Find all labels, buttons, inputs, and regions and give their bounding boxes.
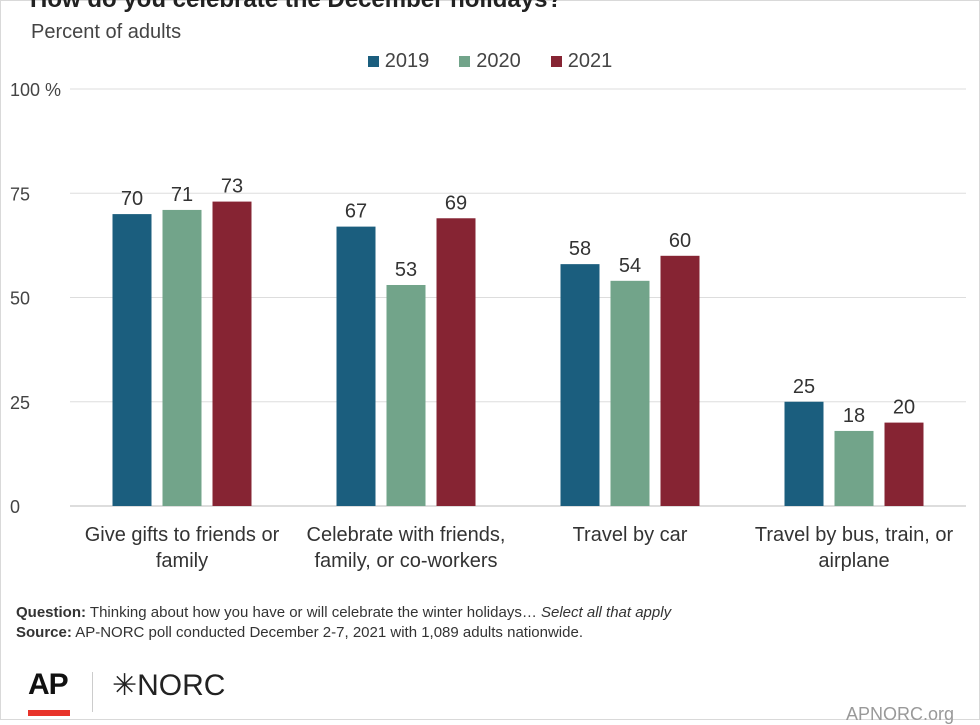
bar-3-2021 bbox=[884, 422, 924, 506]
data-label-2-2021: 60 bbox=[669, 230, 691, 252]
data-label-2-2020: 54 bbox=[619, 255, 641, 277]
chart-title: How do you celebrate the December holida… bbox=[30, 0, 562, 14]
bar-1-2019 bbox=[336, 226, 376, 507]
y-tick-label-0: 0 bbox=[10, 497, 20, 517]
data-label-1-2019: 67 bbox=[345, 201, 367, 223]
bar-0-2019 bbox=[112, 214, 152, 506]
legend-item-2021: 2021 bbox=[550, 50, 613, 73]
data-label-0-2020: 71 bbox=[171, 184, 193, 206]
site-url: APNORC.org bbox=[846, 704, 955, 724]
data-label-3-2021: 20 bbox=[893, 397, 915, 419]
bar-3-2020 bbox=[834, 430, 874, 506]
legend-label-2020: 2020 bbox=[476, 50, 521, 72]
data-label-2-2019: 58 bbox=[569, 238, 591, 260]
question-label: Question: bbox=[16, 604, 86, 621]
bar-3-2019 bbox=[784, 401, 824, 506]
y-tick-label-25: 25 bbox=[10, 393, 30, 413]
norc-logo: ✳NORC bbox=[112, 669, 226, 702]
bar-2-2021 bbox=[660, 255, 700, 506]
y-tick-label-75: 75 bbox=[10, 184, 30, 204]
category-label-1-line-1: family, or co-workers bbox=[315, 550, 498, 572]
bar-0-2021 bbox=[212, 201, 252, 506]
bar-2-2020 bbox=[610, 280, 650, 506]
logo-divider bbox=[92, 672, 93, 712]
ap-logo-text: AP bbox=[28, 668, 69, 701]
category-label-0-line-1: family bbox=[156, 550, 208, 572]
bar-0-2020 bbox=[162, 209, 202, 506]
legend-swatch-2020 bbox=[459, 56, 471, 67]
y-tick-label-50: 50 bbox=[10, 289, 30, 309]
bar-1-2021 bbox=[436, 218, 476, 506]
legend-item-2020: 2020 bbox=[459, 50, 521, 73]
y-tick-label-100: 100 % bbox=[10, 80, 61, 100]
data-label-0-2019: 70 bbox=[121, 188, 143, 210]
bar-chart: 0 25 50 75 100 % 70 71 73 Give gifts to friends … bbox=[10, 80, 966, 572]
category-label-1-line-0: Celebrate with friends, bbox=[307, 524, 506, 546]
data-label-3-2020: 18 bbox=[843, 405, 865, 427]
legend-swatch-2021 bbox=[550, 56, 562, 67]
data-label-1-2020: 53 bbox=[395, 259, 417, 281]
data-label-0-2021: 73 bbox=[221, 176, 243, 198]
source-text: AP-NORC poll conducted December 2-7, 202… bbox=[75, 624, 583, 641]
bar-1-2020 bbox=[386, 284, 426, 506]
chart-notes: Question: Thinking about how you have or… bbox=[16, 603, 671, 643]
source-note: Source: AP-NORC poll conducted December … bbox=[16, 623, 671, 643]
question-text: Thinking about how you have or will cele… bbox=[89, 604, 537, 621]
category-label-3-line-0: Travel by bus, train, or bbox=[755, 524, 954, 546]
question-note: Question: Thinking about how you have or… bbox=[16, 603, 671, 623]
bar-2-2019 bbox=[560, 264, 600, 506]
category-label-0-line-0: Give gifts to friends or bbox=[85, 524, 280, 546]
legend-swatch-2019 bbox=[367, 56, 379, 67]
category-label-2-line-0: Travel by car bbox=[573, 524, 688, 546]
ap-logo-underline bbox=[28, 710, 70, 716]
chart-subtitle: Percent of adults bbox=[31, 21, 182, 43]
legend: 2019 2020 2021 bbox=[0, 50, 980, 73]
ap-logo: AP bbox=[28, 668, 72, 716]
legend-label-2021: 2021 bbox=[567, 50, 613, 72]
legend-item-2019: 2019 bbox=[367, 50, 430, 73]
question-emphasis: Select all that apply bbox=[541, 604, 672, 621]
data-label-1-2021: 69 bbox=[445, 192, 467, 214]
source-label: Source: bbox=[16, 624, 72, 641]
data-label-3-2019: 25 bbox=[793, 376, 815, 398]
category-label-3-line-1: airplane bbox=[818, 550, 889, 572]
legend-label-2019: 2019 bbox=[384, 50, 430, 72]
